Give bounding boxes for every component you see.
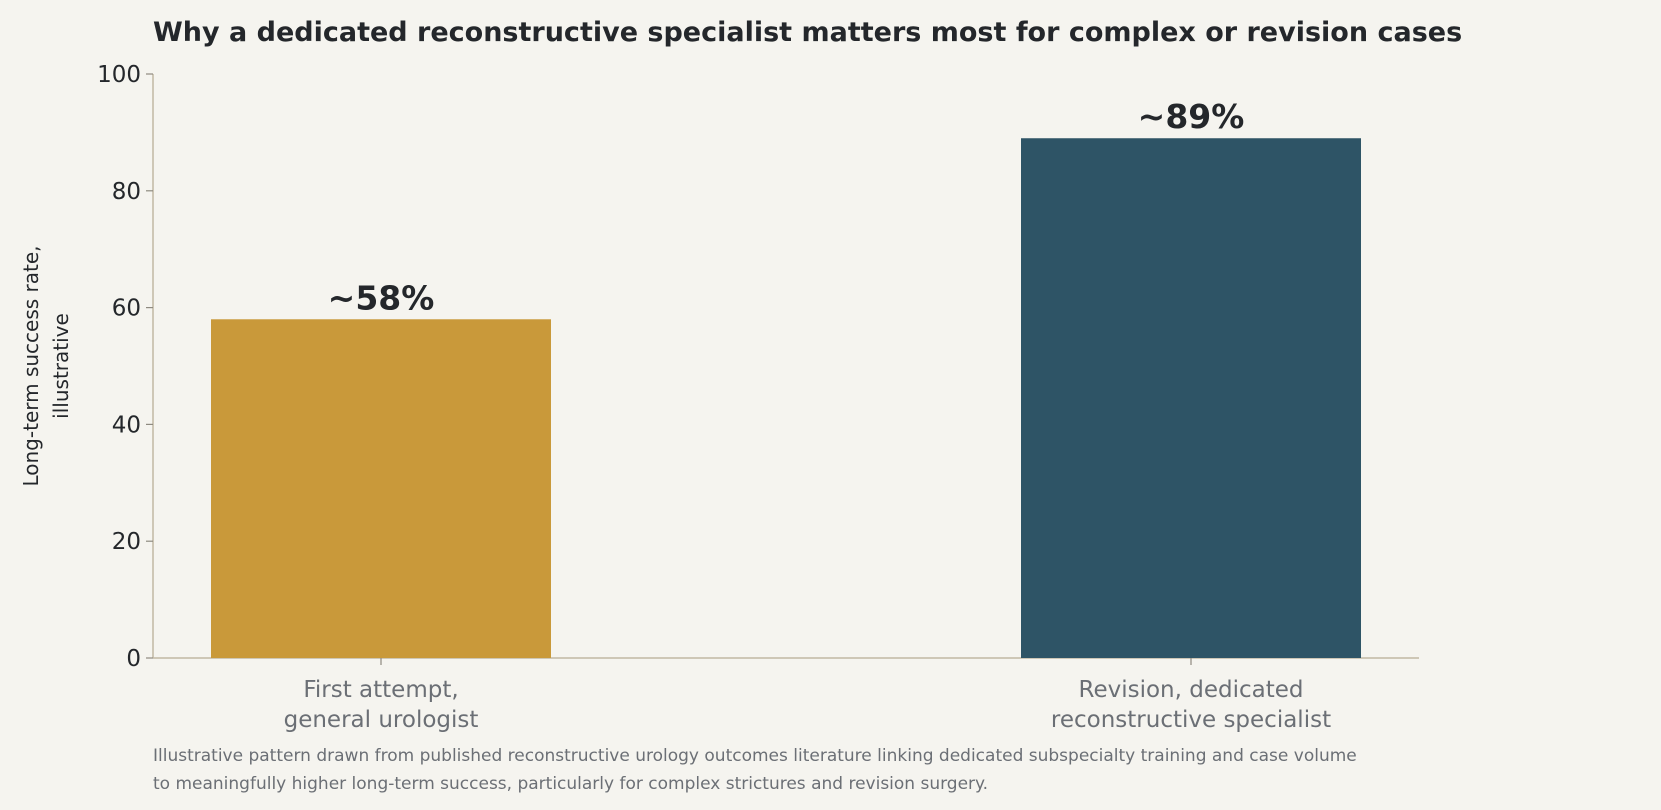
bars xyxy=(211,138,1361,659)
x-tick-label: general urologist xyxy=(284,707,479,733)
x-tick-label: First attempt, xyxy=(303,677,458,703)
y-tick-label: 100 xyxy=(97,62,141,88)
y-tick-label: 40 xyxy=(112,412,141,438)
y-axis-label-line-1: Long-term success rate, xyxy=(19,245,43,486)
y-axis-label: Long-term success rate, illustrative xyxy=(19,245,73,486)
x-tick-label: Revision, dedicated xyxy=(1079,677,1304,703)
footnote-line-1: Illustrative pattern drawn from publishe… xyxy=(153,746,1357,766)
bar xyxy=(1021,138,1361,659)
chart-title: Why a dedicated reconstructive specialis… xyxy=(153,17,1462,48)
footnote: Illustrative pattern drawn from publishe… xyxy=(153,742,1613,798)
y-axis: 0 20 40 60 80 100 xyxy=(97,62,154,672)
bar-value-label: ~58% xyxy=(328,278,435,317)
bar-value-label: ~89% xyxy=(1138,97,1245,136)
footnote-line-2: to meaningfully higher long-term success… xyxy=(153,774,989,794)
y-axis-label-line-2: illustrative xyxy=(49,313,73,419)
y-tick-label: 60 xyxy=(112,296,141,322)
x-tick-label: reconstructive specialist xyxy=(1051,707,1331,733)
bar xyxy=(211,319,551,658)
y-tick-label: 80 xyxy=(112,179,141,205)
value-labels: ~58% ~89% xyxy=(328,97,1245,317)
y-tick-label: 0 xyxy=(126,646,141,672)
x-axis: First attempt, general urologist Revision,… xyxy=(153,657,1419,733)
y-tick-label: 20 xyxy=(112,529,141,555)
